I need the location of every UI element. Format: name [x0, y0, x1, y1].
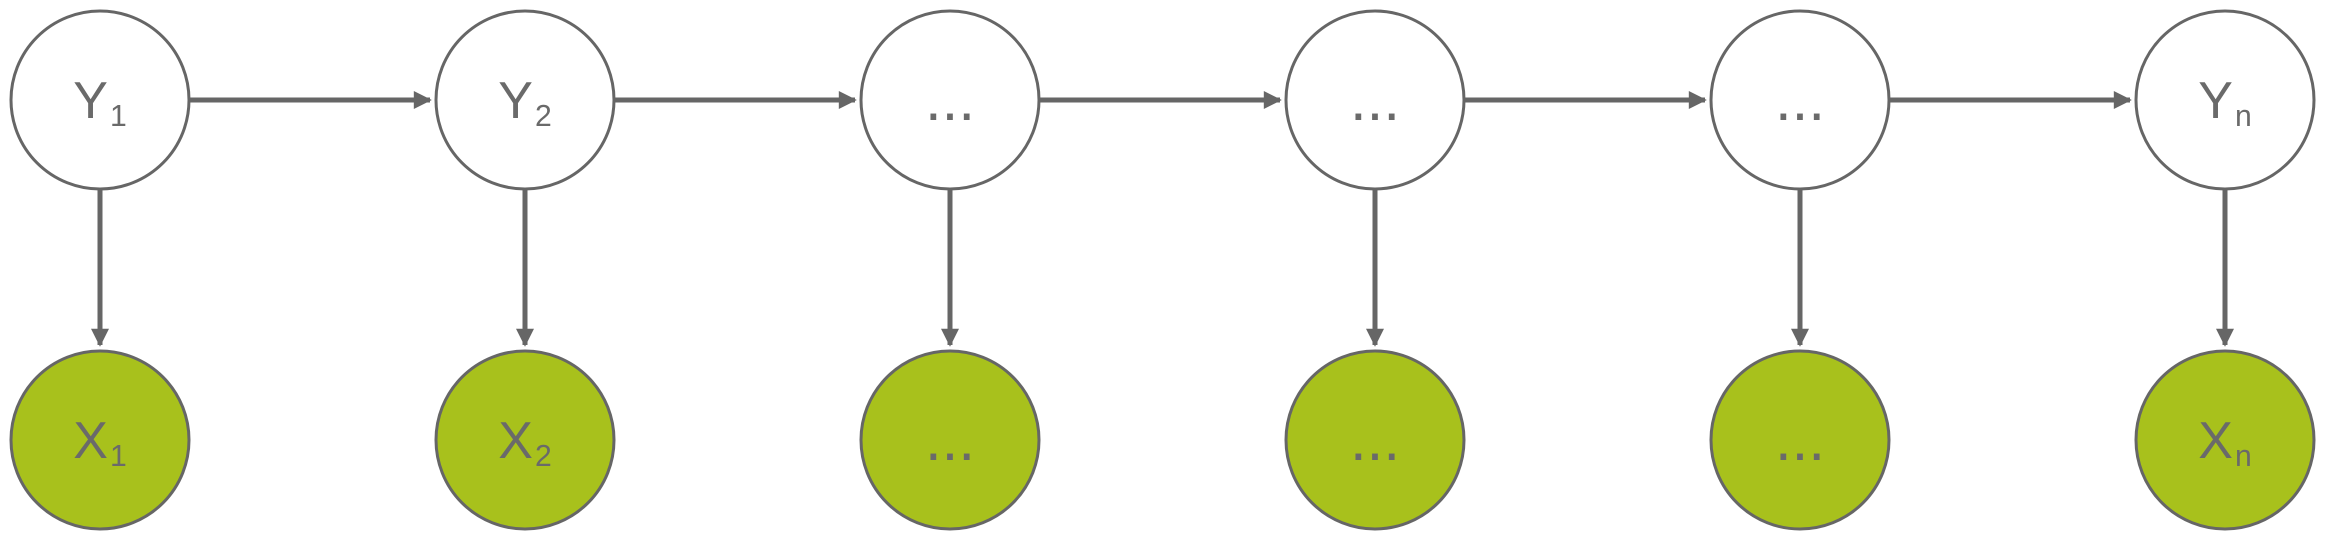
- label-subscript: 1: [110, 440, 127, 473]
- node-label: ...: [1350, 406, 1400, 473]
- label-subscript: n: [2235, 100, 2252, 133]
- label-main: Y: [2198, 72, 2233, 130]
- diagram-background: [0, 0, 2325, 540]
- node-X1: X1: [11, 351, 189, 529]
- hmm-diagram: Y1Y2.........YnX1X2.........Xn: [0, 0, 2325, 540]
- node-label: ...: [1775, 406, 1825, 473]
- label-subscript: 1: [110, 100, 127, 133]
- node-Xd1: ...: [861, 351, 1039, 529]
- node-Yd3: ...: [1711, 11, 1889, 189]
- node-Xd2: ...: [1286, 351, 1464, 529]
- node-Xd3: ...: [1711, 351, 1889, 529]
- node-Y1: Y1: [11, 11, 189, 189]
- label-subscript: 2: [535, 440, 552, 473]
- node-Yd2: ...: [1286, 11, 1464, 189]
- label-subscript: n: [2235, 440, 2252, 473]
- label-main: X: [498, 412, 533, 470]
- label-subscript: 2: [535, 100, 552, 133]
- label-main: X: [73, 412, 108, 470]
- node-label: ...: [925, 66, 975, 133]
- label-main: X: [2198, 412, 2233, 470]
- node-label: ...: [925, 406, 975, 473]
- node-Yn: Yn: [2136, 11, 2314, 189]
- node-label: ...: [1775, 66, 1825, 133]
- node-Y2: Y2: [436, 11, 614, 189]
- label-main: Y: [498, 72, 533, 130]
- node-label: ...: [1350, 66, 1400, 133]
- node-X2: X2: [436, 351, 614, 529]
- node-Xn: Xn: [2136, 351, 2314, 529]
- label-main: Y: [73, 72, 108, 130]
- node-Yd1: ...: [861, 11, 1039, 189]
